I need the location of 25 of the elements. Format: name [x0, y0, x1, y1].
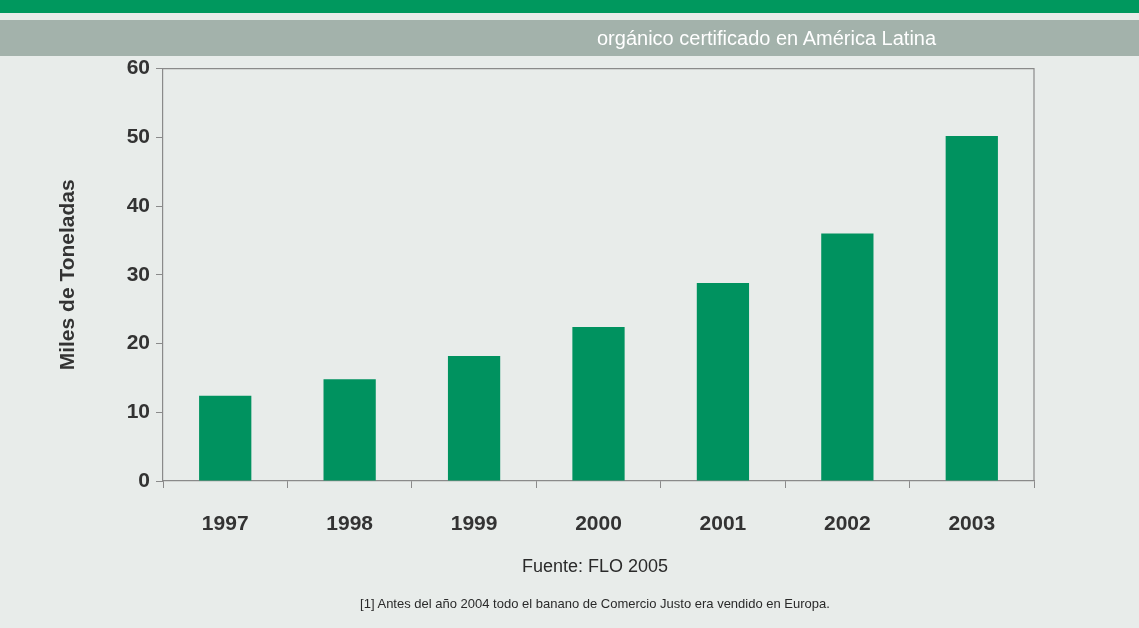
x-tick-label: 2001	[699, 511, 747, 535]
y-tick-label: 0	[138, 467, 150, 491]
x-tick-label: 2003	[948, 511, 996, 535]
bar	[696, 283, 750, 481]
y-tick-label: 10	[126, 399, 150, 423]
y-axis-title: Miles de Toneladas	[55, 179, 79, 371]
source-note: Fuente: FLO 2005	[520, 556, 670, 577]
text: [1] Antes del año 2004 todo el banano de Comercio Justo era vendido en Europa.	[359, 596, 831, 611]
bar	[447, 355, 501, 481]
x-tick-label: 2000	[575, 511, 622, 535]
x-tick-label: 1998	[326, 511, 374, 535]
y-tick-label: 30	[126, 261, 150, 285]
bar	[323, 379, 376, 481]
bar	[821, 233, 874, 481]
y-tick-label: 20	[126, 330, 150, 354]
bar	[572, 327, 625, 481]
x-tick-label: 1999	[450, 511, 498, 535]
bar	[945, 135, 998, 481]
chart-title: orgánico certificado en América Latina	[597, 26, 937, 51]
y-tick-label: 40	[126, 192, 150, 216]
y-tick-label: 50	[126, 124, 150, 148]
bar	[199, 395, 252, 481]
x-tick-label: 1997	[201, 511, 249, 535]
y-tick-label: 60	[126, 55, 150, 79]
x-tick-label: 2002	[824, 511, 871, 535]
